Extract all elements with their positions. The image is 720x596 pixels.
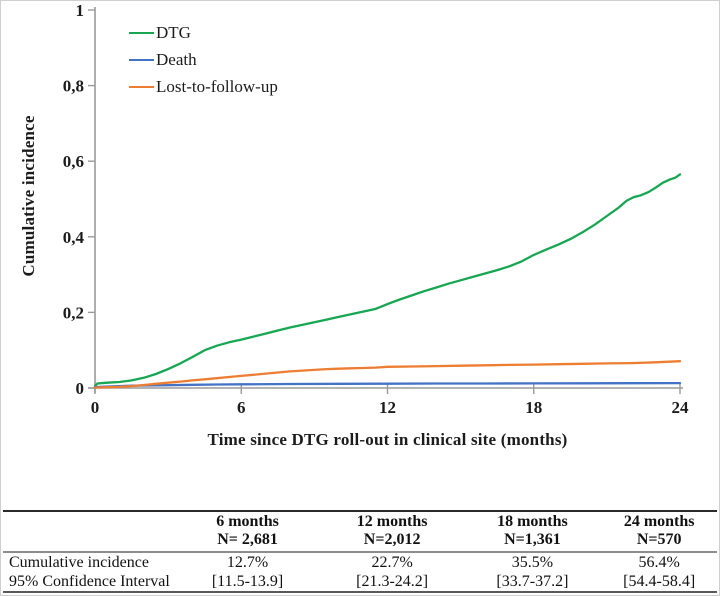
x-tick-label: 12 [379, 398, 396, 417]
legend-item-dtg: DTG [129, 19, 278, 46]
col-n-count: N= 2,681 [217, 531, 278, 548]
row-label: Cumulative incidence [9, 554, 149, 571]
summary-table: 6 months N= 2,681 12 months N=2,012 18 m… [3, 510, 717, 593]
col-title: 24 months [623, 513, 695, 530]
y-axis-title: Cumulative incidence [19, 115, 38, 277]
lost-to-follow-up-line-swatch-icon [129, 85, 154, 88]
y-tick-label: 1 [76, 1, 85, 20]
col-title: 18 months [497, 513, 568, 530]
table-header-row: 6 months N= 2,681 12 months N=2,012 18 m… [3, 511, 717, 553]
table-col-18-months: 18 months N=1,361 [463, 511, 602, 553]
legend-label-lost-to-follow-up: Lost-to-follow-up [156, 76, 278, 96]
death-line-swatch-icon [129, 58, 154, 61]
cell-value: 22.7% [371, 554, 413, 571]
x-tick-label: 0 [91, 398, 100, 417]
col-n-count: N=1,361 [504, 531, 561, 548]
table-col-12-months: 12 months N=2,012 [320, 511, 464, 553]
table-corner-cell [3, 511, 175, 553]
table-col-24-months: 24 months N=570 [601, 511, 717, 553]
legend-item-death: Death [129, 46, 278, 73]
x-axis-title: Time since DTG roll-out in clinical site… [207, 430, 568, 449]
row-label: 95% Confidence Interval [9, 573, 170, 590]
lost-to-follow-up-series-line [93, 360, 682, 389]
table-col-6-months: 6 months N= 2,681 [174, 511, 321, 553]
col-n-count: N=2,012 [363, 531, 421, 548]
cell-value: 35.5% [511, 554, 554, 571]
legend-label-death: Death [156, 49, 197, 69]
x-tick-label: 6 [237, 398, 246, 417]
cell-value: 56.4% [638, 554, 680, 571]
x-tick-label: 18 [525, 398, 542, 417]
col-title: 6 months [216, 513, 279, 530]
table-row-cumulative-incidence: Cumulative incidence 12.7% 22.7% 35.5% 5… [3, 552, 717, 572]
cell-value: [11.5-13.9] [211, 573, 284, 590]
cumulative-incidence-chart: 0 0,2 0,4 0,6 0,8 1 0 6 12 18 24 [63, 1, 690, 417]
cell-value: [21.3-24.2] [356, 573, 429, 590]
dtg-series-line [93, 173, 682, 388]
dtg-line-swatch-icon [129, 31, 154, 34]
table-row-confidence-interval: 95% Confidence Interval [11.5-13.9] [21.… [3, 572, 717, 592]
legend-item-lost-to-follow-up: Lost-to-follow-up [129, 73, 278, 100]
y-tick-label: 0,6 [63, 152, 84, 171]
col-title: 12 months [356, 513, 428, 530]
col-n-count: N=570 [636, 531, 682, 548]
legend-label-dtg: DTG [156, 22, 191, 42]
legend: DTG Death Lost-to-follow-up [129, 19, 278, 100]
y-tick-label: 0,4 [63, 228, 85, 247]
y-tick-label: 0,2 [63, 303, 84, 322]
summary-table-wrap: 6 months N= 2,681 12 months N=2,012 18 m… [3, 510, 717, 593]
x-tick-label: 24 [672, 398, 690, 417]
cell-value: [33.7-37.2] [496, 573, 569, 590]
y-tick-label: 0,8 [63, 77, 84, 96]
cell-value: [54.4-58.4] [623, 573, 696, 590]
y-tick-label: 0 [76, 379, 85, 398]
cell-value: 12.7% [226, 554, 269, 571]
